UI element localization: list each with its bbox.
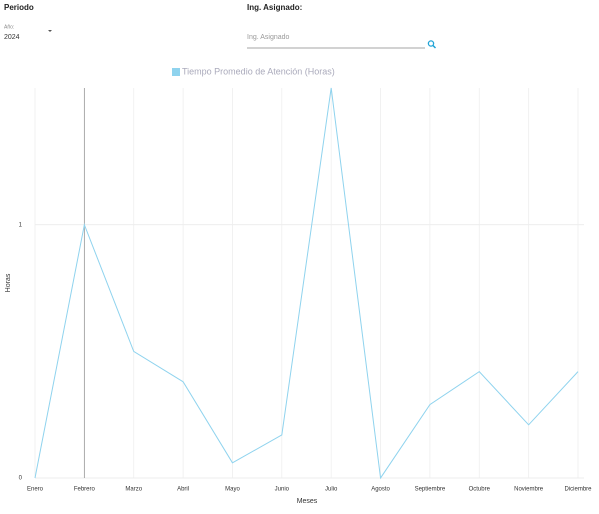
x-tick-label: Septiembre xyxy=(415,487,446,493)
x-tick-label: Diciembre xyxy=(564,487,592,493)
x-tick-label: Octubre xyxy=(469,487,491,493)
x-tick-label: Marzo xyxy=(125,487,142,493)
x-tick-label: Febrero xyxy=(74,487,96,493)
y-axis-title: Horas xyxy=(5,273,12,292)
x-tick-label: Mayo xyxy=(225,487,240,493)
x-axis-title: Meses xyxy=(297,498,318,505)
x-tick-label: Enero xyxy=(27,487,44,493)
x-tick-label: Julio xyxy=(325,487,338,493)
x-tick-label: Junio xyxy=(275,487,290,493)
y-tick-label: 0 xyxy=(19,476,23,482)
engineer-input[interactable]: Ing. Asignado xyxy=(247,34,290,41)
x-tick-label: Noviembre xyxy=(514,487,544,493)
engineer-label: Ing. Asignado: xyxy=(247,3,302,12)
year-select[interactable]: 2024 xyxy=(4,34,20,41)
legend-label[interactable]: Tiempo Promedio de Atención (Horas) xyxy=(182,66,335,76)
period-label: Periodo xyxy=(4,3,34,12)
search-icon[interactable] xyxy=(427,40,437,49)
y-tick-label: 1 xyxy=(19,222,23,228)
legend-swatch[interactable] xyxy=(172,68,180,76)
x-tick-label: Agosto xyxy=(371,487,390,493)
dropdown-arrow[interactable] xyxy=(48,30,52,32)
year-label: Año: xyxy=(4,24,14,30)
series-line xyxy=(34,87,579,480)
x-tick-label: Abril xyxy=(177,487,189,493)
